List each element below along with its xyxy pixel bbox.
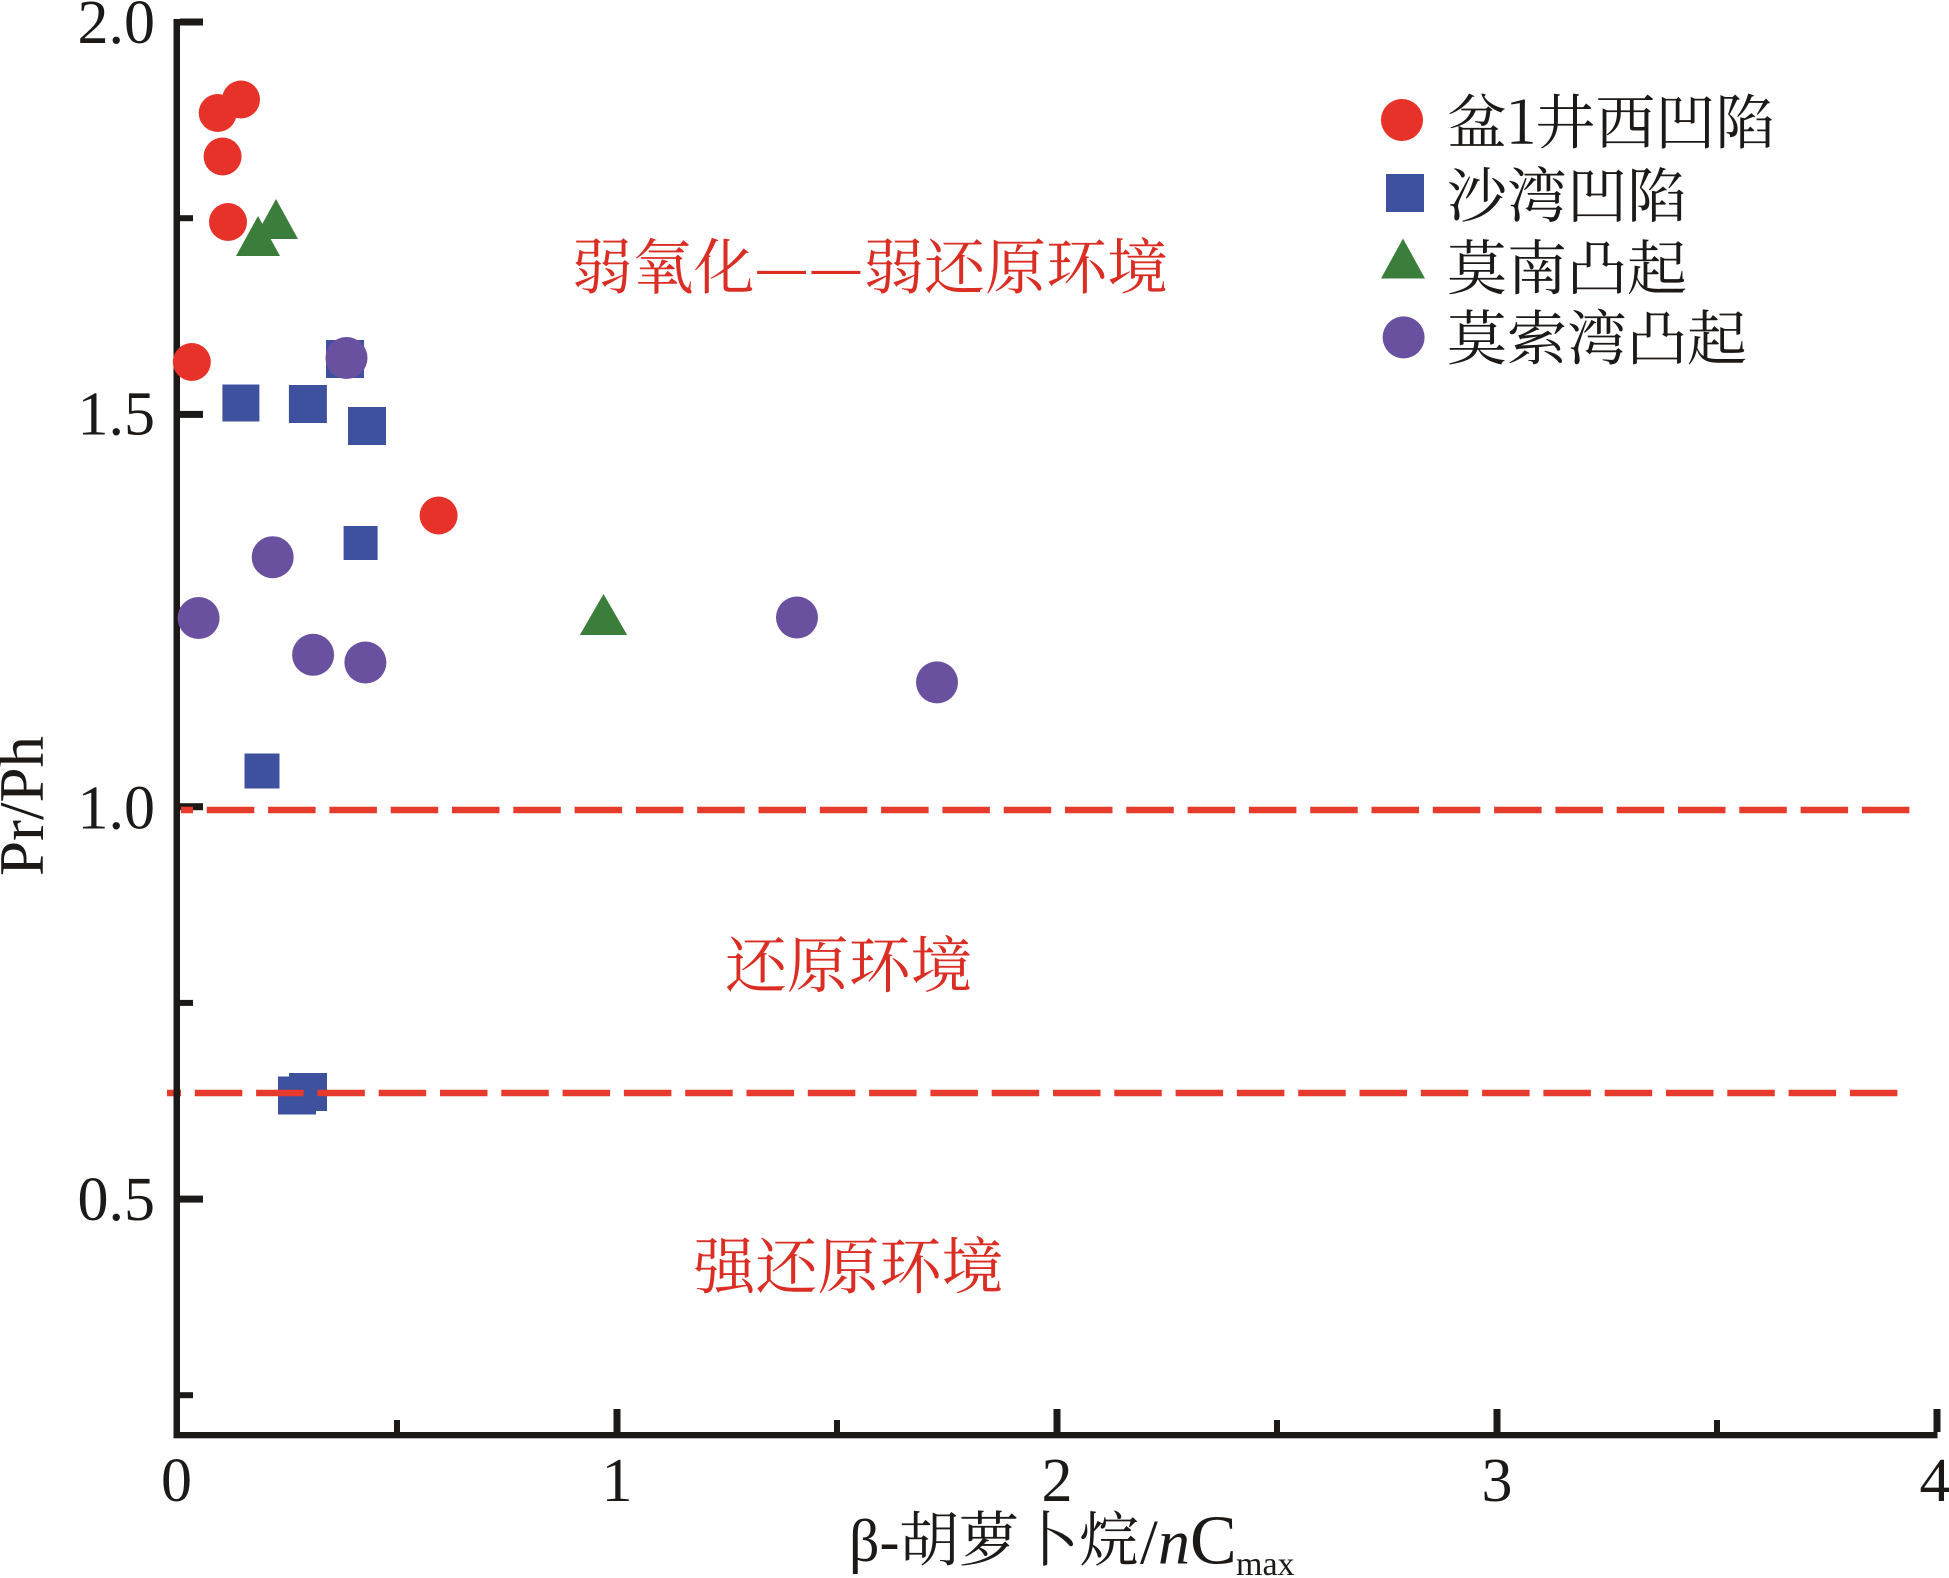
svg-text:1.5: 1.5 [78, 381, 156, 449]
svg-text:1.0: 1.0 [78, 775, 156, 843]
svg-text:1: 1 [602, 1447, 633, 1515]
svg-text:C: C [1190, 1503, 1237, 1578]
svg-text:Pr/Ph: Pr/Ph [0, 736, 57, 876]
svg-text:2.0: 2.0 [78, 0, 156, 57]
svg-text:0.5: 0.5 [78, 1166, 156, 1234]
svg-text:/: / [1140, 1507, 1158, 1578]
svg-text:4: 4 [1920, 1447, 1949, 1515]
svg-text:n: n [1158, 1507, 1190, 1578]
svg-text:max: max [1236, 1546, 1295, 1578]
svg-text:0: 0 [161, 1447, 192, 1515]
svg-text:2: 2 [1042, 1447, 1073, 1515]
svg-text:3: 3 [1482, 1447, 1513, 1515]
svg-text:β-: β- [849, 1508, 900, 1574]
